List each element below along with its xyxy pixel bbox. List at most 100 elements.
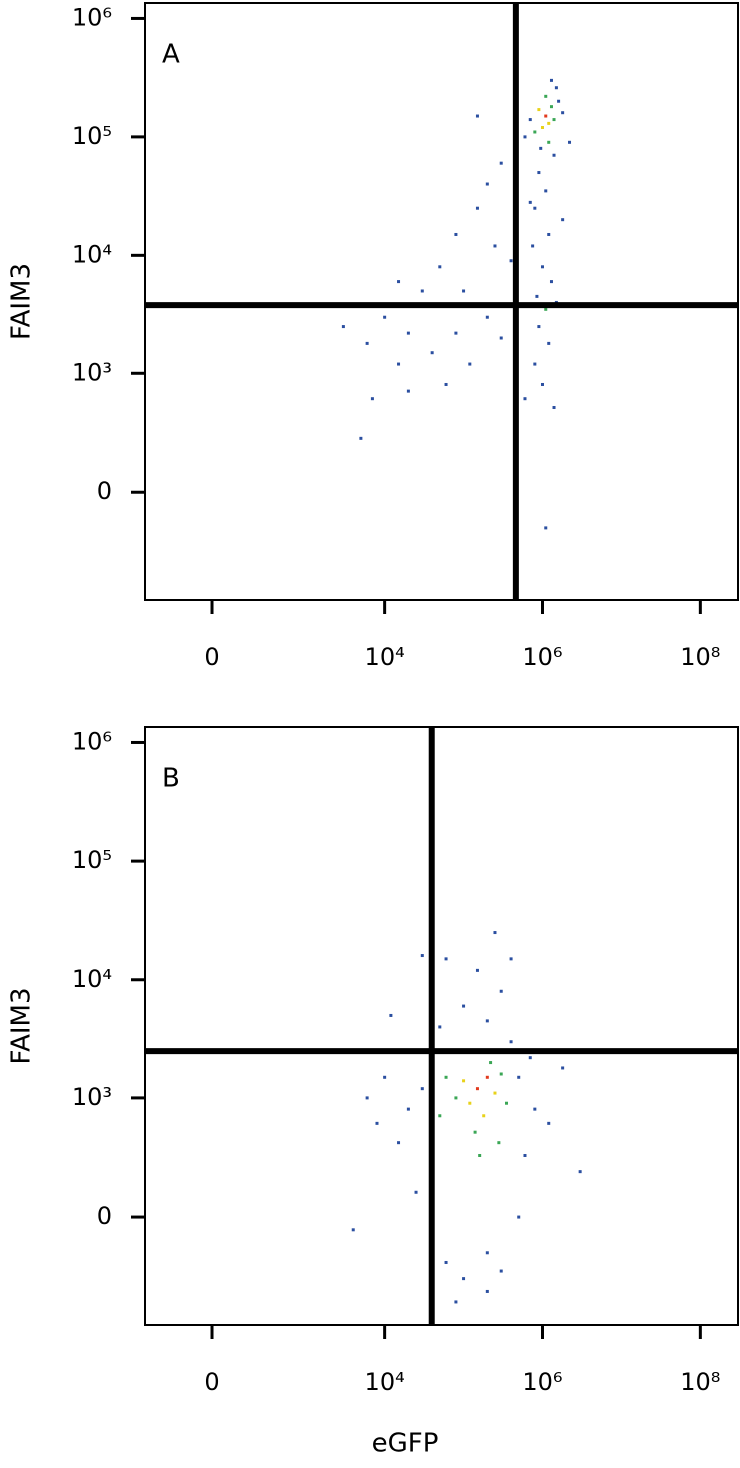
event-dot: [468, 362, 472, 366]
event-dot: [383, 315, 387, 319]
event-dot: [438, 265, 442, 269]
event-dot: [528, 1056, 532, 1060]
event-dot: [485, 315, 489, 319]
event-dot: [531, 244, 535, 248]
event-dot: [462, 1004, 466, 1008]
event-dot: [552, 118, 556, 122]
x-tick-label: 10⁸: [680, 1368, 720, 1396]
event-dot: [499, 161, 503, 165]
event-dot: [406, 389, 410, 393]
event-dot: [528, 200, 532, 204]
event-dot: [499, 336, 503, 340]
event-dot: [544, 189, 548, 193]
event-dot: [475, 1087, 479, 1091]
event-dot: [557, 99, 561, 103]
event-dot: [544, 526, 548, 530]
event-dot: [549, 78, 553, 82]
event-dot: [454, 331, 458, 335]
event-dot: [544, 307, 548, 311]
event-dot: [549, 105, 553, 109]
event-dot: [578, 1170, 582, 1174]
event-dot: [397, 1141, 401, 1145]
event-dot: [462, 1277, 466, 1281]
event-dot: [462, 289, 466, 293]
event-dot: [523, 135, 527, 139]
event-dot: [537, 171, 541, 175]
event-dot: [341, 325, 345, 329]
panel-label: A: [162, 40, 180, 70]
event-dot: [397, 280, 401, 284]
event-dot: [499, 989, 503, 993]
event-dot: [485, 182, 489, 186]
event-dot: [552, 153, 556, 157]
y-tick-label: 10³: [72, 1083, 112, 1111]
event-dot: [552, 406, 556, 410]
event-dot: [497, 1141, 501, 1145]
y-tick-label: 10⁴: [72, 965, 112, 993]
y-tick-label: 10⁶: [72, 727, 112, 755]
event-dot: [539, 146, 543, 150]
event-dot: [478, 1153, 482, 1157]
event-dot: [509, 259, 513, 263]
event-dot: [489, 1061, 493, 1065]
x-tick-label: 10⁸: [680, 643, 720, 671]
event-dot: [549, 280, 553, 284]
event-dot: [438, 1025, 442, 1029]
event-dot: [351, 1228, 355, 1232]
event-dot: [493, 1091, 497, 1095]
event-dot: [493, 244, 497, 248]
event-dot: [444, 382, 448, 386]
event-dot: [359, 436, 363, 440]
event-dot: [544, 114, 548, 118]
event-dot: [475, 206, 479, 210]
event-dot: [454, 1096, 458, 1100]
event-dot: [485, 1251, 489, 1255]
y-axis-label: FAIM3: [7, 263, 37, 340]
event-dot: [485, 1075, 489, 1079]
event-dot: [517, 1075, 521, 1079]
event-dot: [540, 382, 544, 386]
event-dot: [454, 1300, 458, 1304]
plot-frame: [144, 726, 739, 1326]
x-tick-label: 10⁴: [365, 1368, 405, 1396]
event-dot: [420, 289, 424, 293]
event-dot: [485, 1019, 489, 1023]
event-dot: [561, 111, 565, 115]
event-dot: [485, 1289, 489, 1293]
event-dot: [547, 121, 551, 125]
x-tick-label: 10⁶: [522, 643, 562, 671]
event-dot: [468, 1101, 472, 1105]
event-dot: [540, 126, 544, 130]
event-dot: [528, 118, 532, 122]
y-axis-label: FAIM3: [7, 988, 37, 1065]
event-dot: [438, 1114, 442, 1118]
y-tick-label: 10⁴: [72, 240, 112, 268]
event-dot: [383, 1075, 387, 1079]
event-dot: [561, 1066, 565, 1070]
y-tick-label: 0: [97, 477, 112, 505]
event-dot: [365, 341, 369, 345]
plot-frame: [144, 2, 739, 601]
event-dot: [505, 1101, 509, 1105]
event-dot: [554, 86, 558, 90]
y-tick-label: 10³: [72, 358, 112, 386]
event-dot: [420, 954, 424, 958]
event-dot: [537, 108, 541, 112]
event-dot: [533, 362, 537, 366]
event-dot: [475, 114, 479, 118]
event-dot: [444, 1260, 448, 1264]
event-dot: [533, 1107, 537, 1111]
y-tick-label: 0: [97, 1202, 112, 1230]
event-dot: [430, 351, 434, 355]
event-dot: [523, 1153, 527, 1157]
event-dot: [406, 1107, 410, 1111]
event-dot: [533, 130, 537, 134]
y-tick-label: 10⁵: [72, 846, 112, 874]
event-dot: [375, 1121, 379, 1125]
event-dot: [444, 957, 448, 961]
event-dot: [535, 294, 539, 298]
y-tick-label: 10⁵: [72, 122, 112, 150]
event-dot: [547, 140, 551, 144]
event-dot: [544, 94, 548, 98]
